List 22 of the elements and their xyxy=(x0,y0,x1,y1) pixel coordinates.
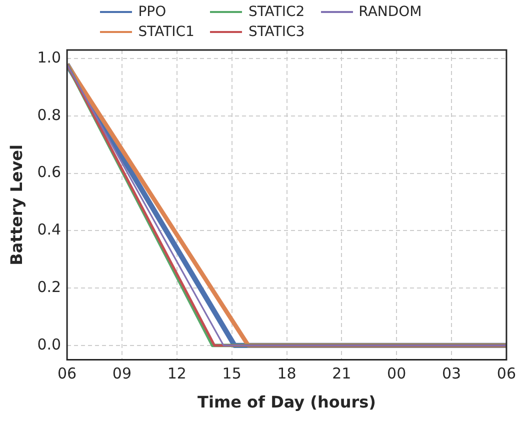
x-tick-label: 21 xyxy=(332,364,352,383)
x-axis-title: Time of Day (hours) xyxy=(198,392,376,412)
legend-label: RANDOM xyxy=(358,4,422,20)
x-tick-label: 18 xyxy=(277,364,296,383)
x-tick-label: 00 xyxy=(387,364,406,383)
legend-label: STATIC3 xyxy=(248,24,305,40)
x-tick-label: 09 xyxy=(112,364,132,383)
y-tick-label: 0.8 xyxy=(37,106,62,124)
y-tick-label: 1.0 xyxy=(37,48,62,66)
legend-label: PPO xyxy=(138,4,166,20)
y-tick-label: 0.6 xyxy=(37,163,62,182)
x-tick-label: 06 xyxy=(496,364,516,383)
y-tick-label: 0.2 xyxy=(37,278,62,296)
x-tick-label: 06 xyxy=(58,364,77,383)
legend-label: STATIC1 xyxy=(138,24,194,40)
y-axis-title: Battery Level xyxy=(6,144,26,266)
x-tick-label: 15 xyxy=(222,364,242,383)
y-tick-label: 0.4 xyxy=(37,220,62,239)
y-tick-label: 0.0 xyxy=(37,335,62,354)
legend-label: STATIC2 xyxy=(248,4,305,20)
x-tick-label: 03 xyxy=(442,364,462,383)
x-tick-label: 12 xyxy=(167,364,186,383)
